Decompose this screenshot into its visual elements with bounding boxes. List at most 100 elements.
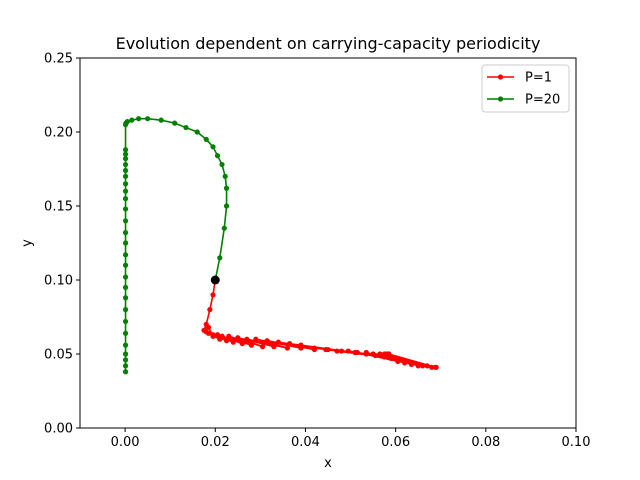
data-point [323,346,329,353]
data-point [122,369,129,375]
data-point [205,324,212,330]
y-tick-label: 0.00 [44,422,73,437]
data-point [122,295,129,301]
data-point [230,339,236,345]
data-point [122,363,129,369]
data-point [354,349,360,356]
legend: P=1 P=20 [481,64,570,113]
data-point [345,348,351,354]
data-point [122,342,129,348]
x-tick-label: 0.02 [201,435,230,450]
data-point [122,262,129,268]
data-point [338,348,345,354]
legend-label: P=1 [525,71,552,86]
data-point [408,361,415,367]
axes-frame [79,57,577,429]
data-point [370,351,376,357]
data-point [402,360,408,366]
y-tick-label: 0.10 [44,274,73,289]
data-point [311,345,318,351]
data-point [235,335,241,341]
data-point [210,332,216,338]
data-point [284,345,291,351]
data-point [377,351,383,357]
data-point [122,188,129,194]
data-point [223,338,230,344]
data-point [214,332,221,338]
data-point [129,117,135,123]
data-point [298,342,304,348]
x-axis-label: x [324,456,332,471]
data-point [248,342,254,348]
data-point [433,364,439,370]
data-point [122,307,129,313]
data-point [287,341,293,347]
data-point [244,336,250,342]
x-tick-label: 0.04 [291,435,320,450]
data-point [122,252,129,258]
data-point [207,307,213,313]
data-point [429,364,435,370]
data-point [219,161,225,168]
y-tick-label: 0.25 [44,52,73,67]
data-point [183,124,189,131]
data-point [122,206,129,212]
data-point [122,161,129,168]
data-point [122,196,129,202]
data-point [122,230,129,236]
data-point [219,333,225,339]
data-point [122,181,129,187]
y-axis-label: y [20,239,35,247]
data-point [222,173,228,179]
data-point [158,117,164,123]
data-point [210,144,216,150]
data-point [205,330,212,336]
y-tick-label: 0.05 [44,348,73,363]
start-point-marker [210,275,220,285]
data-point [210,292,216,298]
data-point [239,341,245,347]
data-point [172,120,178,126]
data-point [194,129,200,135]
data-point [363,349,369,356]
data-point [122,357,129,363]
data-point [122,122,129,128]
data-point [424,363,430,369]
data-point [395,358,401,364]
legend-label: P=20 [525,93,560,108]
x-tick-label: 0.10 [562,435,591,450]
x-tick-label: 0.06 [381,435,410,450]
series-P=1 [201,277,439,370]
y-tick-label: 0.15 [44,200,73,215]
data-point [226,333,232,339]
series-P=20 [122,116,230,375]
data-point [122,240,129,246]
data-point [122,274,129,280]
data-point [223,203,230,209]
plot-area [122,116,439,375]
data-point [145,116,151,122]
x-axis: 0.00 0.02 0.04 0.06 0.08 0.10 [111,428,591,450]
data-point [275,339,281,345]
y-axis: 0.00 0.05 0.10 0.15 0.20 0.25 [44,52,80,437]
data-point [420,363,426,369]
data-point [415,363,421,369]
y-tick-label: 0.20 [44,126,73,141]
data-point [122,156,129,162]
data-point [260,344,266,350]
data-point [223,185,230,191]
data-point [136,116,142,122]
data-point [271,344,277,350]
data-point [384,352,391,359]
x-tick-label: 0.00 [111,435,140,450]
legend-marker [497,96,504,102]
data-point [203,136,209,142]
data-point [264,338,270,344]
data-point [122,218,129,224]
data-point [221,225,227,231]
data-point [122,318,129,325]
data-point [122,330,129,336]
data-point [122,147,129,153]
